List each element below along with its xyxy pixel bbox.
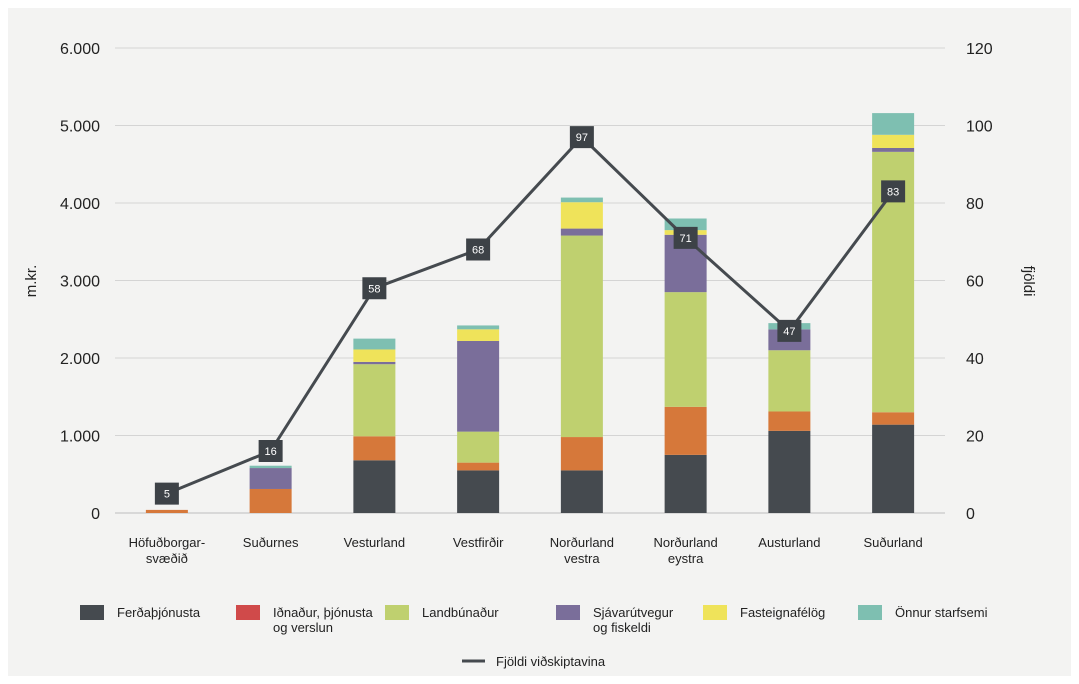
category-label: eystra <box>668 551 704 566</box>
legend-swatch <box>236 605 260 620</box>
line-point-marker <box>673 226 698 249</box>
bar-segment <box>872 113 915 135</box>
line-point-marker <box>362 277 387 300</box>
legend-label: og fiskeldi <box>593 620 651 635</box>
bar-segment <box>457 329 500 341</box>
line-point-label: 16 <box>265 446 277 458</box>
line-point-label: 83 <box>887 186 899 198</box>
category-label: Austurland <box>758 535 820 550</box>
bar-segment <box>768 350 811 412</box>
legend-label: Önnur starfsemi <box>895 605 988 620</box>
line-point-label: 71 <box>680 233 692 245</box>
line-point-marker <box>569 126 594 149</box>
y-tick-label: 3.000 <box>60 274 100 291</box>
line-point-label: 68 <box>472 245 484 257</box>
bar-segment <box>664 406 707 455</box>
bar-segment <box>872 412 915 425</box>
legend-label: og verslun <box>273 620 333 635</box>
line-point-label: 5 <box>164 489 170 501</box>
bar-segment <box>145 509 188 513</box>
bar-segment <box>353 436 396 461</box>
legend-label: Iðnaður, þjónusta <box>273 605 374 620</box>
line-point-marker <box>881 180 906 203</box>
y2-tick-label: 40 <box>966 351 984 368</box>
legend-swatch <box>703 605 727 620</box>
line-point-marker <box>154 482 179 505</box>
bar-segment <box>664 218 707 231</box>
y2-tick-label: 60 <box>966 274 984 291</box>
legend-label: Landbúnaður <box>422 605 499 620</box>
bar-segment <box>664 292 707 407</box>
bar-segment <box>249 488 292 513</box>
legend-swatch <box>858 605 882 620</box>
bar-segment <box>560 228 603 236</box>
category-label: Norðurland <box>550 535 614 550</box>
line-point-label: 58 <box>368 283 380 295</box>
bar-segment <box>768 430 811 513</box>
bar-segment <box>768 411 811 431</box>
category-label: Suðurland <box>863 535 922 550</box>
bar-segment <box>457 431 500 463</box>
legend-label: Sjávarútvegur <box>593 605 674 620</box>
legend-label: Fasteignafélög <box>740 605 825 620</box>
bar-segment <box>353 361 396 365</box>
bar-segment <box>457 470 500 513</box>
bar-segment <box>560 235 603 438</box>
bar-segment <box>872 147 915 152</box>
y-tick-label: 4.000 <box>60 196 100 213</box>
category-label: Vestfirðir <box>453 535 504 550</box>
bar-segment <box>457 340 500 432</box>
y-tick-label: 6.000 <box>60 41 100 58</box>
category-label: Suðurnes <box>243 535 299 550</box>
legend-label: Ferðaþjónusta <box>117 605 201 620</box>
category-label: Vesturland <box>344 535 405 550</box>
legend-swatch <box>385 605 409 620</box>
bar-segment <box>353 364 396 437</box>
y2-tick-label: 20 <box>966 429 984 446</box>
bar-segment <box>353 338 396 350</box>
y2-tick-label: 0 <box>966 506 975 523</box>
bar-segment <box>249 465 292 469</box>
line-point-label: 97 <box>576 132 588 144</box>
line-series <box>166 135 895 496</box>
bar-segment <box>457 325 500 330</box>
category-label: Höfuðborgar- <box>129 535 206 550</box>
y2-tick-label: 80 <box>966 196 984 213</box>
line-point-marker <box>258 440 283 462</box>
bar-segment <box>560 197 603 203</box>
category-label: Norðurland <box>653 535 717 550</box>
y-axis-title: m.kr. <box>23 265 40 298</box>
y2-axis-title: fjöldi <box>1020 266 1037 297</box>
y-tick-label: 0 <box>91 506 100 523</box>
legend-swatch <box>80 605 104 620</box>
category-label: vestra <box>564 551 600 566</box>
line-point-marker <box>466 238 491 261</box>
bar-segment <box>560 470 603 513</box>
y-tick-label: 1.000 <box>60 429 100 446</box>
bar-segment <box>457 462 500 471</box>
bar-segment <box>353 349 396 362</box>
category-label: svæðið <box>146 551 188 566</box>
y2-tick-label: 120 <box>966 41 993 58</box>
y-tick-label: 5.000 <box>60 119 100 136</box>
bar-segment <box>560 202 603 229</box>
bar-segment <box>249 468 292 489</box>
bar-segment <box>872 134 915 148</box>
bar-segment <box>353 460 396 513</box>
legend-line-label: Fjöldi viðskiptavina <box>496 654 606 669</box>
bar-segment <box>560 437 603 471</box>
y2-tick-label: 100 <box>966 119 993 136</box>
bar-segment <box>872 424 915 513</box>
line-point-marker <box>777 319 802 342</box>
y-tick-label: 2.000 <box>60 351 100 368</box>
line-point-label: 47 <box>783 326 795 338</box>
legend-swatch <box>556 605 580 620</box>
bar-segment <box>664 454 707 513</box>
